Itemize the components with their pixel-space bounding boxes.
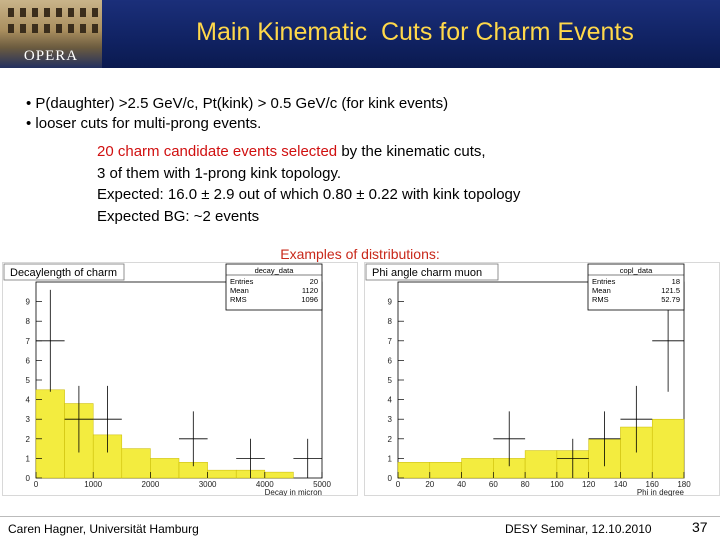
bullet-item: • looser cuts for multi-prong events. [26, 115, 262, 132]
results-text: by the kinematic cuts, [337, 143, 486, 160]
x-tick-label: 160 [646, 480, 660, 489]
stats-label: Mean [230, 286, 249, 295]
y-tick-label: 9 [388, 298, 393, 307]
x-axis-label: Decay in micron [265, 488, 322, 496]
mc-bar [150, 458, 180, 479]
mc-bar [651, 418, 685, 479]
x-tick-label: 80 [521, 480, 530, 489]
stats-hist-name: decay_data [255, 266, 295, 275]
slide-title: Main Kinematic Cuts for Charm Events [196, 18, 634, 46]
x-tick-label: 1000 [84, 480, 102, 489]
results-line: Expected BG: ~2 events [97, 207, 260, 225]
mc-bar [121, 448, 151, 479]
x-tick-label: 4000 [256, 480, 274, 489]
stats-value: 18 [672, 277, 680, 286]
page-number: 37 [692, 519, 708, 535]
x-tick-label: 5000 [313, 480, 331, 489]
stats-value: 20 [310, 277, 318, 286]
x-tick-label: 60 [489, 480, 498, 489]
stats-label: RMS [592, 295, 609, 304]
y-tick-label: 4 [26, 396, 31, 405]
bullet-item: • P(daughter) >2.5 GeV/c, Pt(kink) > 0.5… [26, 95, 449, 112]
slide-header: OPERA Main Kinematic Cuts for Charm Even… [0, 0, 720, 68]
x-tick-label: 20 [425, 480, 434, 489]
logo-text: OPERA [23, 48, 79, 64]
y-tick-label: 8 [388, 317, 393, 326]
stats-value: 52.79 [661, 295, 680, 304]
x-tick-label: 0 [396, 480, 401, 489]
results-line: 20 charm candidate events selected by th… [97, 141, 520, 163]
chart-title-box [365, 263, 499, 281]
stats-label: Mean [592, 286, 611, 295]
stats-value: 121.5 [661, 286, 680, 295]
x-tick-label: 100 [550, 480, 564, 489]
highlight-text: 20 charm candidate events selected [97, 143, 338, 160]
y-tick-label: 0 [26, 474, 31, 483]
x-tick-label: 40 [457, 480, 466, 489]
results-line: Expected: 16.0 ± 2.9 out of which 0.80 ±… [97, 186, 521, 203]
chart-title-box [3, 263, 125, 281]
decaylength-plot: Decaylength of charm 0 1 2 3 4 5 6 7 8 9 0 1000 2000 3… [2, 262, 358, 496]
y-tick-label: 3 [26, 415, 31, 424]
x-tick-label: 180 [677, 480, 691, 489]
opera-logo: OPERA [0, 0, 102, 68]
y-tick-label: 6 [388, 356, 393, 365]
mc-bar [429, 462, 462, 479]
stats-label: Entries [230, 277, 254, 286]
x-tick-label: 2000 [142, 480, 160, 489]
stats-value: 1120 [302, 286, 318, 295]
y-tick-label: 7 [26, 337, 31, 346]
footer-author: Caren Hagner, Universität Hamburg [8, 522, 199, 536]
results-block: 20 charm candidate events selected by th… [97, 141, 520, 227]
mc-bar [397, 462, 431, 479]
y-tick-label: 5 [388, 376, 393, 385]
x-tick-label: 140 [614, 480, 628, 489]
y-tick-label: 5 [26, 376, 31, 385]
stats-box [587, 263, 685, 311]
stats-hist-name: copl_data [620, 266, 653, 275]
phi-angle-plot: Phi angle charm muon 0 1 2 3 4 5 6 7 8 9 0 20 40 60 80 1… [364, 262, 720, 496]
y-tick-label: 1 [26, 454, 31, 463]
y-tick-label: 0 [388, 474, 393, 483]
y-tick-label: 9 [26, 298, 31, 307]
phi-angle-chart: Phi angle charm muon 0 1 2 3 4 5 6 7 8 9 0 20 40 60 80 1… [364, 262, 720, 496]
x-tick-label: 3000 [199, 480, 217, 489]
y-tick-label: 7 [388, 337, 393, 346]
y-tick-label: 3 [388, 415, 393, 424]
footer-event: DESY Seminar, 12.10.2010 [505, 522, 652, 536]
x-tick-label: 120 [582, 480, 596, 489]
y-tick-label: 6 [26, 356, 31, 365]
stats-label: Entries [592, 277, 616, 286]
examples-label: Examples of distributions: [280, 246, 440, 262]
mc-bar [524, 450, 558, 479]
footer-divider [0, 516, 720, 517]
stats-box [225, 263, 323, 311]
chart-title: Decaylength of charm [10, 267, 117, 279]
mc-bar [207, 469, 237, 479]
y-tick-label: 8 [26, 317, 31, 326]
bullet-list: • P(daughter) >2.5 GeV/c, Pt(kink) > 0.5… [26, 94, 448, 134]
y-tick-label: 4 [388, 396, 393, 405]
x-tick-label: 0 [34, 480, 39, 489]
mc-bar [35, 389, 65, 479]
y-tick-label: 1 [388, 454, 393, 463]
mc-bar [461, 458, 494, 479]
chart-title: Phi angle charm muon [372, 267, 482, 279]
decaylength-chart: Decaylength of charm 0 1 2 3 4 5 6 7 8 9 0 1000 2000 3… [2, 262, 358, 496]
stats-value: 1096 [301, 295, 318, 304]
y-tick-label: 2 [388, 435, 393, 444]
x-axis-label: Phi in degree [637, 488, 685, 496]
results-line: 3 of them with 1-prong kink topology. [97, 164, 342, 182]
stats-label: RMS [230, 295, 247, 304]
y-tick-label: 2 [26, 435, 31, 444]
mc-bar [264, 471, 294, 479]
